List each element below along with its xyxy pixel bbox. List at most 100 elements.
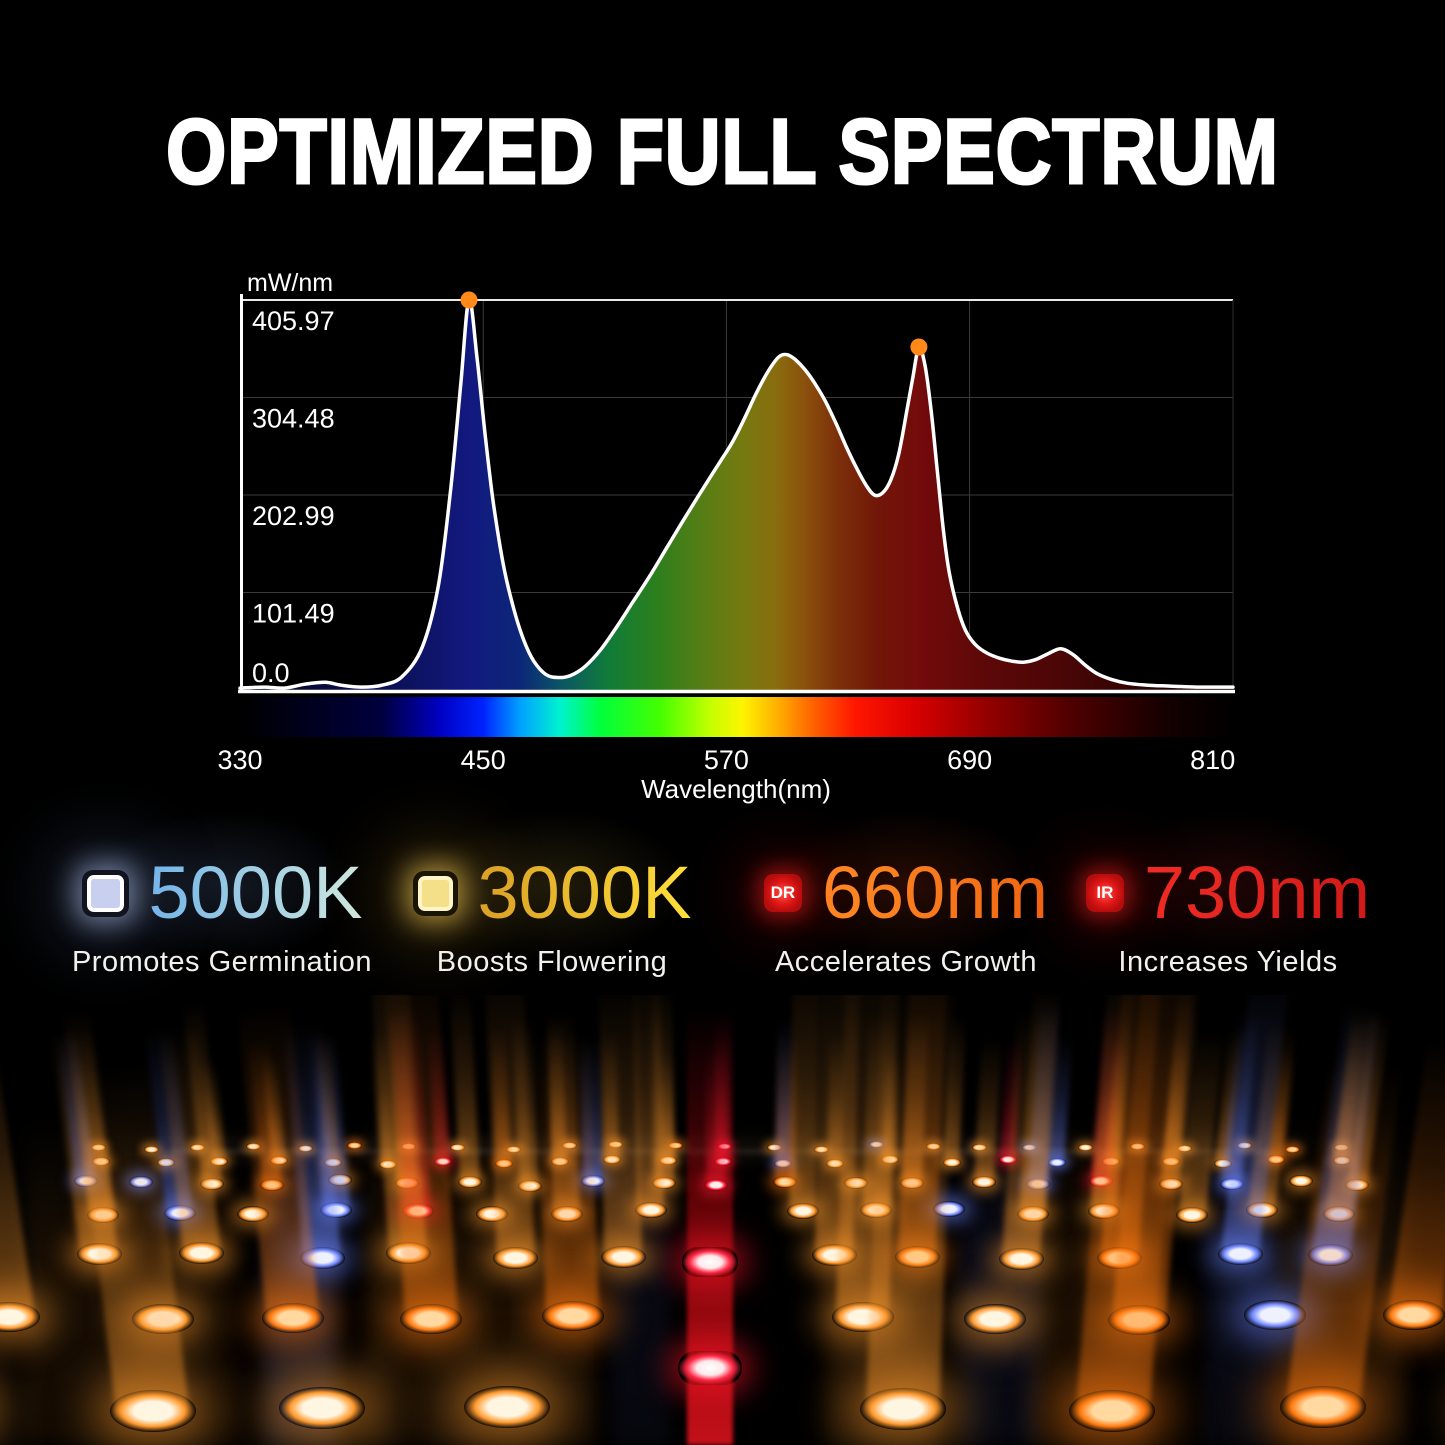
led-dot (157, 1158, 176, 1168)
led-dot (269, 1156, 288, 1166)
led-dot (433, 1157, 452, 1167)
led-dot (1334, 1144, 1350, 1152)
y-tick-label: 0.0 (252, 658, 290, 688)
feature-value-660nm: 660nm (821, 851, 1049, 934)
led-dot (131, 1303, 194, 1334)
led-dot (652, 1177, 677, 1190)
led-dot (493, 1247, 539, 1270)
led-beam (535, 995, 599, 1318)
feature-value-5000k: 5000K (148, 851, 363, 934)
led-dot (475, 1205, 508, 1222)
led-dot (811, 1243, 857, 1266)
led-dot (1159, 1178, 1184, 1191)
led-dot (1176, 1206, 1209, 1223)
x-tick-label: 330 (217, 745, 262, 775)
led-dot (1322, 1206, 1355, 1223)
led-chip-icon-deep-red: DR (763, 874, 802, 912)
led-dot (859, 1387, 946, 1430)
peak-marker-dot (910, 338, 928, 356)
led-dot (1237, 1142, 1253, 1150)
led-dot (972, 1175, 997, 1188)
led-dot (786, 1202, 819, 1219)
red-led-pill (682, 1247, 738, 1277)
spectrum-area (240, 299, 1233, 690)
led-dot (971, 1143, 987, 1151)
x-tick-label: 690 (947, 745, 992, 775)
led-dot (86, 1206, 119, 1223)
led-dot (1107, 1304, 1170, 1335)
led-dot (1332, 1155, 1351, 1165)
led-dot (76, 1243, 122, 1266)
led-dot (717, 1142, 733, 1150)
led-dot (1266, 1155, 1285, 1165)
x-tick-label: 450 (461, 745, 506, 775)
led-dot (607, 1140, 623, 1148)
led-dot (899, 1177, 924, 1190)
red-led-pill (678, 1351, 742, 1385)
led-dot (92, 1156, 111, 1166)
led-dot (299, 1247, 345, 1270)
led-dot (602, 1154, 621, 1164)
led-dot (401, 1202, 434, 1219)
feature-label-3000k: Boosts Flowering (436, 946, 668, 978)
led-dot (825, 1158, 844, 1168)
light-haze-column (960, 1115, 1040, 1445)
led-dot (1244, 1300, 1307, 1331)
led-dot (450, 1144, 466, 1152)
led-dot (1383, 1300, 1445, 1330)
led-dot (550, 1156, 569, 1166)
feature-730nm: IR 730nm Increases Yields (1033, 810, 1423, 989)
led-dot (541, 1301, 604, 1332)
led-beam (705, 1019, 727, 1186)
wavelength-colorbar (243, 697, 1233, 737)
led-dot (658, 1155, 677, 1165)
led-dot (1069, 1389, 1156, 1432)
led-dot (210, 1157, 229, 1167)
led-dot (704, 1179, 729, 1192)
led-dot (385, 1242, 431, 1265)
led-dot (400, 1303, 463, 1334)
light-haze-column (1205, 1115, 1275, 1445)
led-dot (1279, 1385, 1366, 1428)
led-dot (505, 1145, 521, 1153)
led-dot (327, 1174, 352, 1187)
led-dot (964, 1304, 1027, 1334)
led-dot (843, 1177, 868, 1190)
led-dot (932, 1201, 965, 1218)
feature-value-730nm: 730nm (1143, 851, 1371, 934)
feature-label-660nm: Accelerates Growth (774, 946, 1038, 978)
led-dot (245, 1143, 261, 1151)
led-dot (320, 1201, 353, 1218)
x-axis-label: Wavelength(nm) (641, 774, 831, 804)
led-dot (1077, 1144, 1093, 1152)
led-dot (943, 1158, 962, 1168)
led-dot (1162, 1156, 1181, 1166)
x-tick-label: 810 (1190, 745, 1235, 775)
light-haze-column (1030, 1115, 1150, 1445)
led-dot (773, 1176, 798, 1189)
led-dot (581, 1174, 606, 1187)
led-dot (1096, 1247, 1142, 1270)
led-dot (926, 1143, 942, 1151)
light-haze-column (610, 1115, 670, 1445)
led-dot (1087, 1203, 1120, 1220)
led-chip-icon-5000k (81, 869, 129, 917)
led-dot (1213, 1158, 1232, 1168)
led-dot (261, 1302, 324, 1333)
led-dot (831, 1301, 894, 1332)
led-dot (90, 1143, 106, 1151)
led-beam (866, 995, 959, 1411)
led-dot (1218, 1242, 1264, 1265)
led-dot (463, 1385, 550, 1428)
led-dot (236, 1205, 269, 1222)
led-dot (1129, 1143, 1145, 1151)
y-tick-label: 202.99 (252, 501, 335, 531)
led-board-photo (0, 995, 1445, 1445)
led-dot (998, 1154, 1017, 1164)
light-haze-column (25, 1115, 145, 1445)
led-beam (597, 995, 643, 1258)
led-dot (814, 1145, 830, 1153)
led-dot (895, 1245, 941, 1268)
led-dot (1102, 1157, 1121, 1166)
